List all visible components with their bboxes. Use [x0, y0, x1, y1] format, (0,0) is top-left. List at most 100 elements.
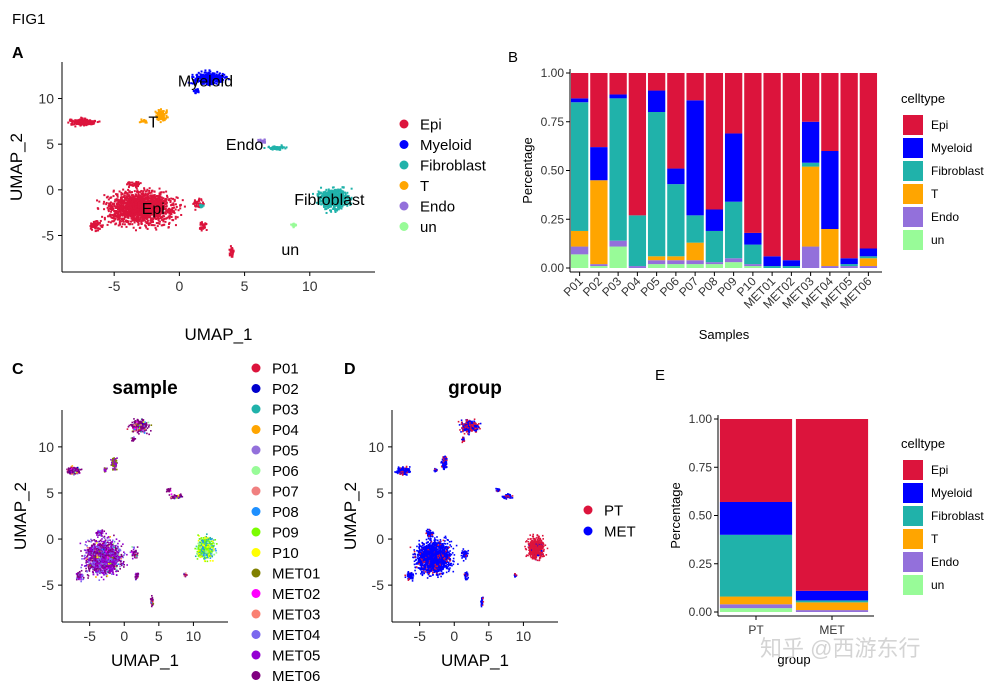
point — [104, 568, 107, 570]
point — [129, 199, 132, 202]
point — [197, 89, 200, 92]
bar-segment-endo — [840, 266, 858, 268]
point — [162, 208, 165, 211]
bar-segment-endo — [821, 266, 839, 268]
point — [204, 69, 207, 72]
point — [113, 200, 116, 203]
point — [176, 196, 179, 199]
point — [199, 204, 202, 207]
point — [160, 211, 163, 214]
point — [138, 121, 141, 124]
point — [89, 227, 92, 230]
point — [89, 225, 92, 228]
point — [120, 209, 123, 212]
point — [149, 194, 152, 197]
point — [169, 201, 172, 204]
point — [106, 206, 109, 209]
point — [84, 543, 87, 546]
point — [148, 200, 151, 203]
point — [162, 212, 165, 215]
point — [350, 202, 353, 205]
point — [143, 202, 146, 205]
point — [167, 209, 170, 212]
panel-label-d: D — [344, 361, 356, 378]
point — [163, 205, 166, 208]
point — [123, 211, 126, 214]
x-tick-label: 10 — [186, 628, 202, 644]
point — [141, 200, 144, 203]
point — [107, 220, 110, 223]
point — [141, 216, 144, 219]
point — [94, 546, 96, 548]
point — [137, 206, 140, 209]
point — [202, 203, 205, 206]
point — [192, 79, 195, 82]
bar-segment-endo — [628, 266, 647, 268]
point — [129, 223, 132, 226]
point — [134, 217, 137, 220]
point — [127, 186, 130, 189]
point — [90, 549, 92, 551]
point — [124, 210, 127, 213]
bar-segment-fibroblast — [570, 102, 589, 231]
point — [121, 209, 124, 212]
point — [125, 225, 128, 228]
point — [211, 72, 214, 75]
point — [325, 188, 328, 191]
point — [154, 205, 157, 208]
point — [119, 200, 122, 203]
point — [124, 205, 127, 208]
point — [231, 251, 234, 254]
point — [198, 75, 201, 78]
point — [203, 71, 206, 74]
point — [135, 208, 138, 211]
y-tick-label: 5 — [46, 485, 54, 501]
point — [107, 539, 109, 542]
point — [154, 110, 157, 113]
point — [100, 576, 103, 579]
point — [134, 182, 137, 185]
point — [205, 229, 208, 232]
point — [157, 202, 160, 205]
point — [107, 208, 110, 211]
x-tick-label: -5 — [83, 628, 96, 644]
point — [122, 560, 125, 563]
point — [159, 191, 162, 194]
point — [92, 566, 94, 568]
bar-segment-un — [744, 266, 762, 268]
point — [140, 215, 143, 218]
point — [146, 221, 149, 224]
point — [102, 540, 105, 543]
point — [125, 211, 128, 214]
point — [158, 201, 161, 204]
point — [136, 199, 139, 202]
point — [146, 219, 149, 222]
point — [143, 200, 146, 203]
point — [117, 218, 120, 221]
point — [112, 554, 114, 557]
point — [320, 203, 323, 206]
point — [199, 75, 202, 78]
point — [133, 203, 136, 206]
point — [107, 210, 110, 213]
point — [170, 216, 173, 219]
point — [165, 110, 168, 113]
bar-segment-un — [609, 246, 627, 268]
point — [123, 213, 126, 216]
point — [74, 119, 77, 122]
point — [145, 218, 148, 221]
point — [278, 148, 281, 151]
point — [231, 253, 234, 256]
point — [127, 203, 130, 206]
point — [123, 205, 126, 208]
point — [95, 224, 98, 227]
point — [202, 73, 205, 76]
point — [121, 223, 124, 226]
point — [111, 208, 114, 211]
point — [80, 120, 83, 123]
point — [84, 117, 87, 120]
point — [121, 208, 124, 211]
point — [105, 203, 108, 206]
point — [130, 194, 133, 197]
point — [139, 218, 142, 221]
